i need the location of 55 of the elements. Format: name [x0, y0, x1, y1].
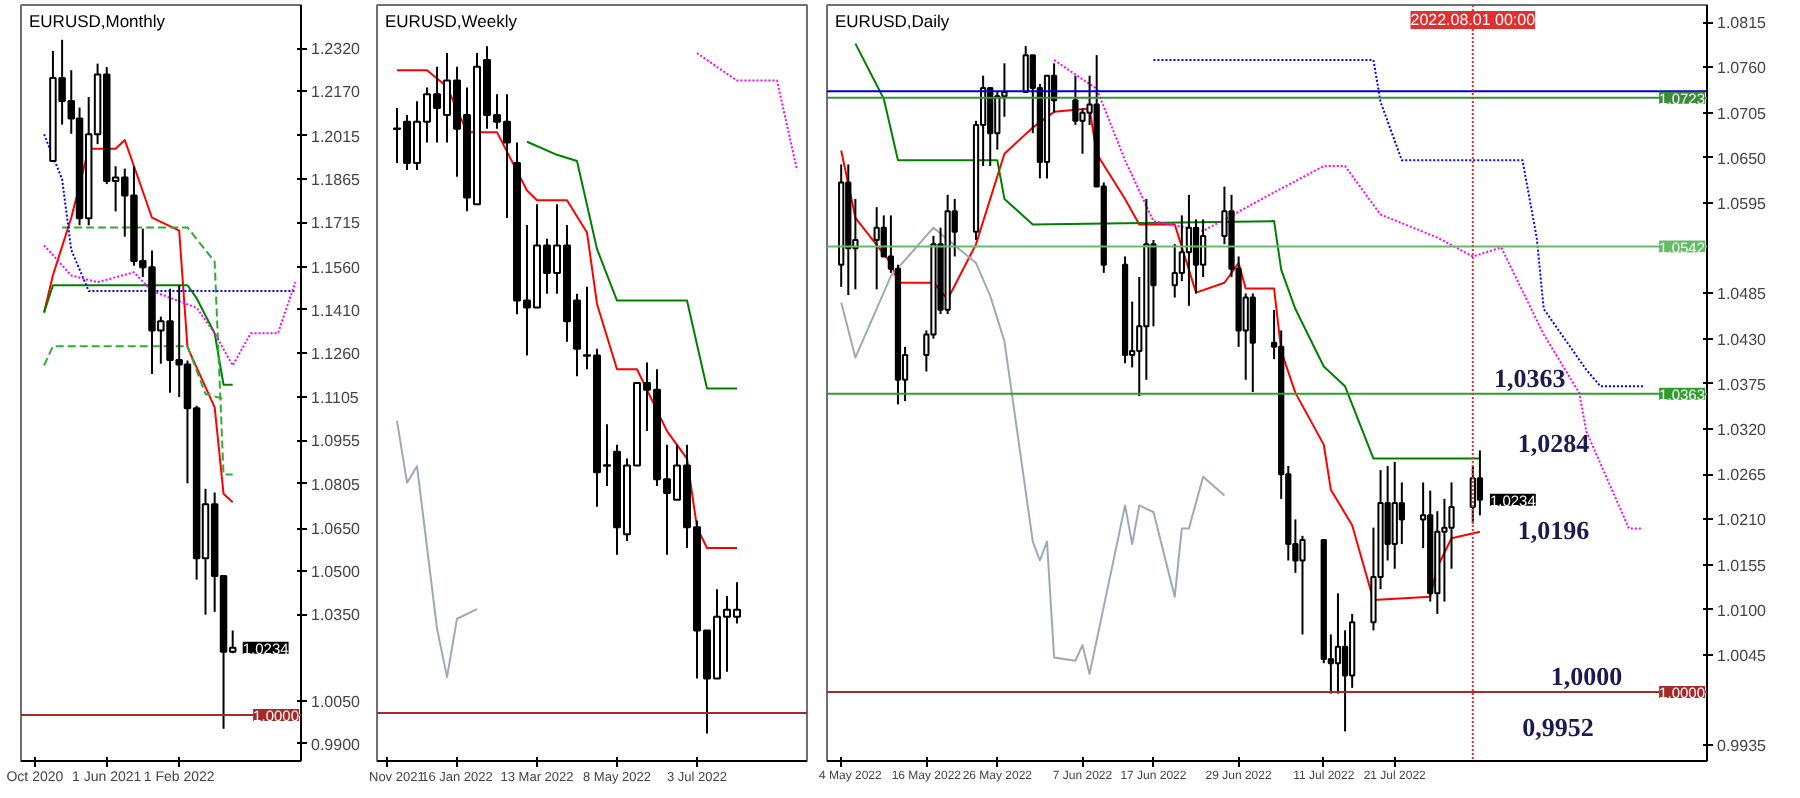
y-tick-label: 1.1560 — [311, 258, 362, 277]
y-tick-label: 1.0375 — [1717, 375, 1768, 394]
annotation: 1,0363 — [1494, 362, 1567, 393]
candlestick — [1398, 481, 1405, 546]
y-tick-label: 1.1410 — [311, 301, 362, 320]
y-tick-label: 0.9900 — [311, 735, 362, 754]
y-tick-label: 1.0955 — [311, 432, 362, 451]
annotation: 1,0000 — [1550, 660, 1623, 691]
y-tick-label: 1.0045 — [1717, 647, 1768, 665]
y-tick-label: 1.1105 — [311, 389, 360, 408]
annotation: 1,0196 — [1517, 515, 1591, 546]
y-tick-label: 1.2170 — [311, 83, 362, 102]
candlestick — [1334, 592, 1342, 695]
annotation: 0,9952 — [1522, 711, 1594, 742]
y-tick-label: 1.2015 — [311, 127, 362, 146]
y-tick-label: 1.0805 — [311, 475, 362, 494]
candlestick — [873, 206, 880, 291]
y-tick-label: 1.0760 — [1717, 59, 1768, 78]
chart-title: EURUSD,Weekly — [385, 11, 519, 31]
line-series — [854, 42, 1481, 460]
y-tick-label: 1.1260 — [311, 344, 362, 363]
candlestick — [1391, 460, 1398, 570]
candlestick — [1200, 218, 1207, 278]
y-tick-label: 1.0350 — [311, 606, 362, 625]
y-tick-label: 1.0100 — [1717, 601, 1768, 620]
ref-line-label: 2022.08.01 00:00 — [1410, 11, 1537, 29]
y-tick-label: 1.0430 — [1717, 330, 1768, 349]
y-tick-label: 1.0265 — [1717, 466, 1768, 485]
y-tick-label: 1.2320 — [311, 40, 362, 59]
y-tick-label: 1.0650 — [311, 520, 362, 539]
y-tick-label: 1.0210 — [1717, 511, 1768, 530]
line-series — [840, 226, 1226, 675]
line-series — [43, 133, 297, 293]
y-tick-label: 1.0815 — [1717, 14, 1768, 33]
y-tick-label: 1.0155 — [1717, 556, 1768, 575]
y-tick-label: 1.0650 — [1717, 149, 1768, 168]
y-tick-label: 1.0320 — [1717, 421, 1768, 440]
candlestick — [1249, 292, 1256, 394]
line-series — [43, 244, 297, 367]
chart-title: EURUSD,Monthly — [29, 11, 167, 31]
candlestick — [1150, 239, 1157, 328]
line-series — [1152, 59, 1645, 388]
y-tick-label: 1.0485 — [1717, 285, 1768, 304]
line-series — [43, 139, 234, 504]
line-series — [43, 284, 234, 386]
y-tick-label: 1.0705 — [1717, 104, 1768, 123]
annotation: 1,0284 — [1517, 428, 1591, 459]
candlestick — [1476, 449, 1484, 517]
y-tick-label: 1.0595 — [1717, 195, 1768, 214]
y-tick-label: 1.0050 — [311, 692, 362, 711]
chart-title: EURUSD,Daily — [835, 11, 951, 31]
y-tick-label: 1.1865 — [311, 170, 362, 189]
y-tick-label: 1.0500 — [311, 563, 362, 582]
y-tick-label: 0.9935 — [1717, 737, 1768, 756]
y-tick-label: 1.1715 — [311, 214, 362, 233]
